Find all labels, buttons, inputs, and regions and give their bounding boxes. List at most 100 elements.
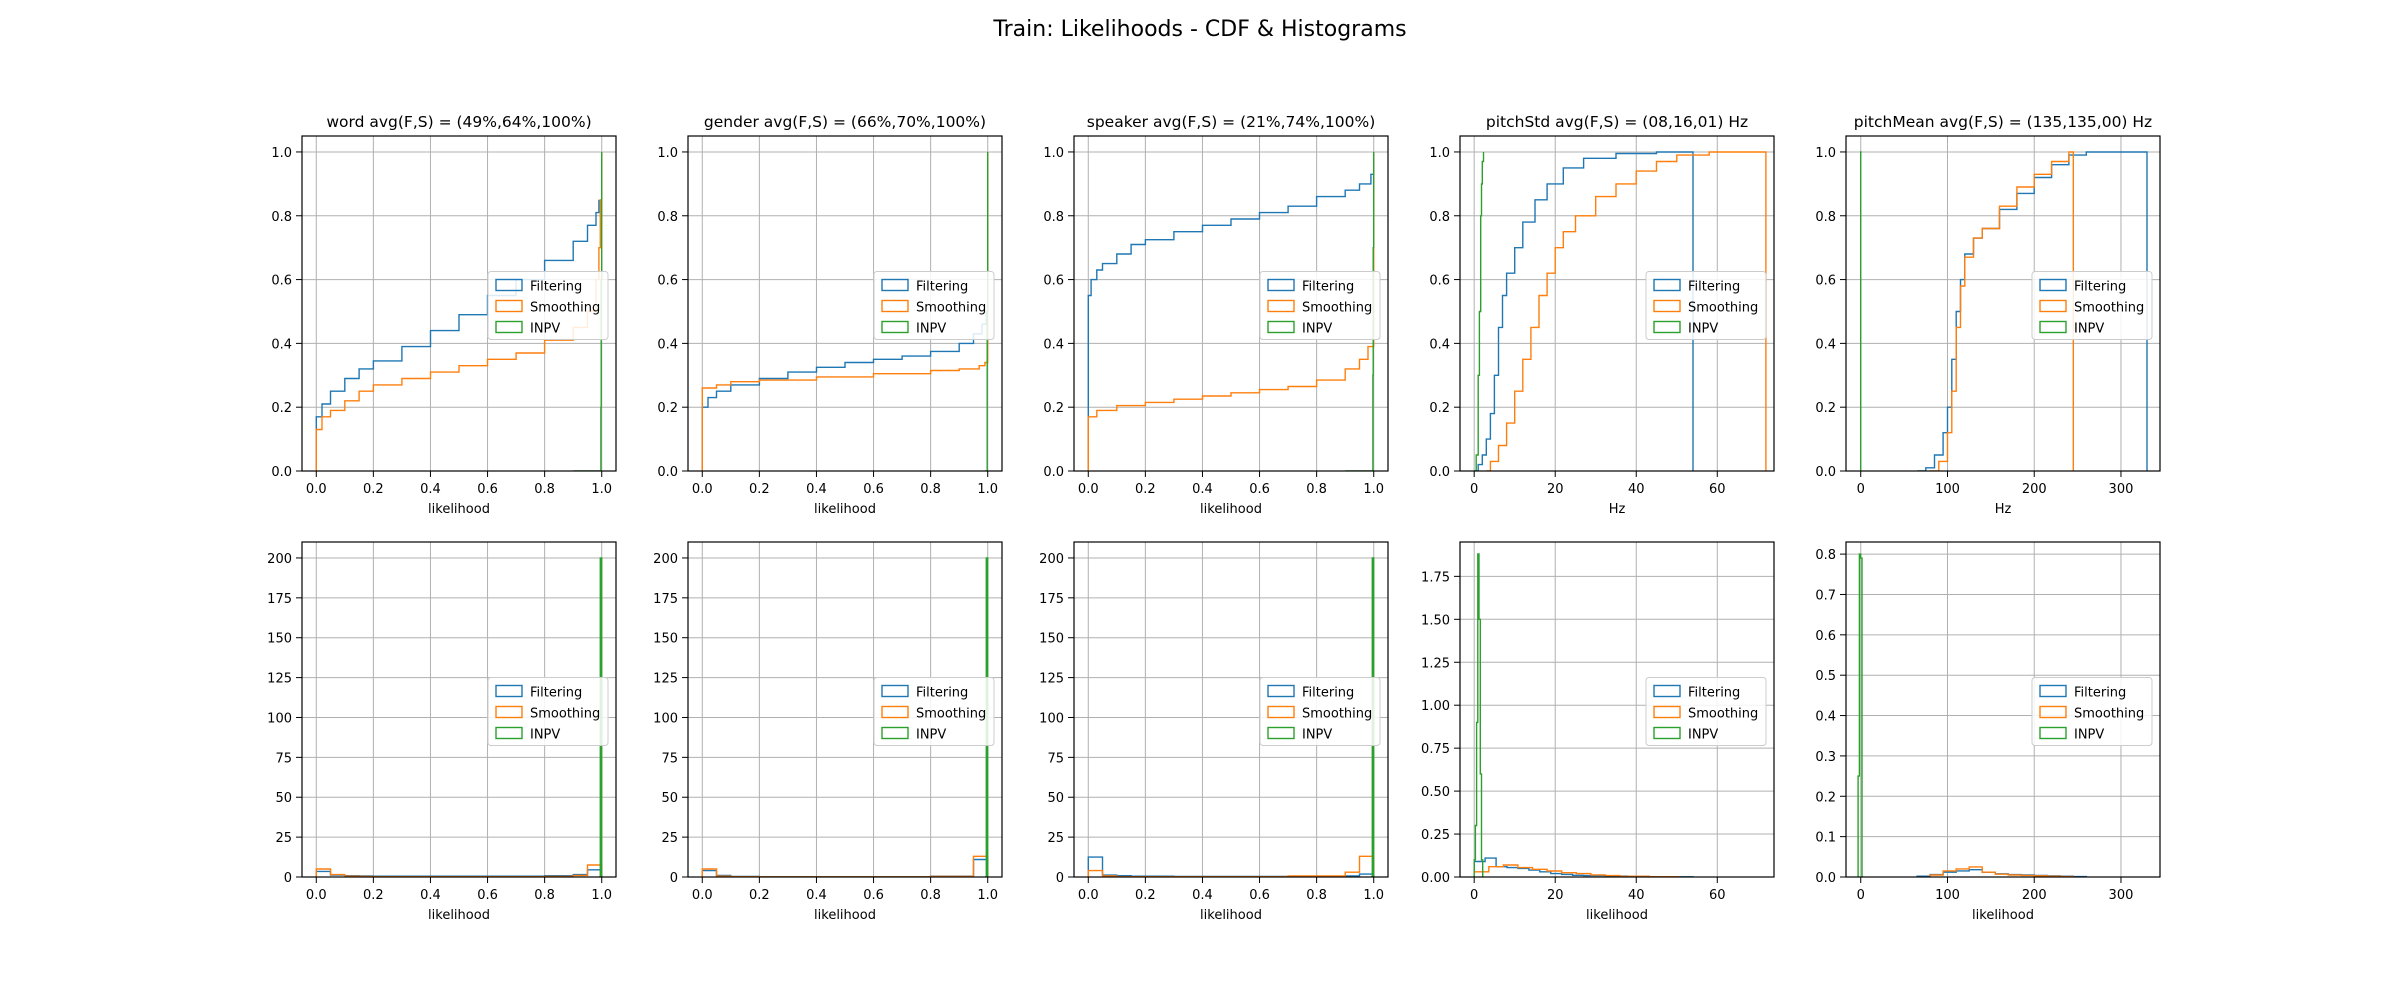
- legend-box: [1645, 271, 1767, 340]
- panel-title: pitchStd avg(F,S) = (08,16,01) Hz: [1486, 113, 1748, 131]
- x-tick-label: 0.8: [920, 888, 941, 903]
- legend-label-inpv: INPV: [1688, 728, 1718, 743]
- y-tick-label: 0.6: [271, 274, 292, 289]
- legend-swatch-inpv: [1653, 320, 1681, 334]
- legend-label-inpv: INPV: [2074, 728, 2104, 743]
- legend-swatch-filtering: [1653, 684, 1681, 698]
- y-tick-label: 0.4: [1429, 337, 1450, 352]
- y-tick-label: 50: [1047, 791, 1064, 806]
- legend: Filtering Smoothing INPV: [2031, 677, 2153, 746]
- x-tick-label: 0: [1857, 888, 1865, 903]
- legend-swatch-inpv: [1267, 320, 1295, 334]
- x-tick-label: 0.0: [1078, 888, 1099, 903]
- legend-swatch-inpv: [881, 320, 909, 334]
- y-tick-label: 0.25: [1421, 828, 1450, 843]
- y-tick-label: 1.0: [1815, 146, 1836, 161]
- x-tick-label: 1.0: [1363, 482, 1384, 497]
- y-tick-label: 50: [661, 791, 678, 806]
- x-tick-label: 0.6: [1249, 482, 1270, 497]
- x-tick-label: 40: [1628, 888, 1645, 903]
- legend-label-inpv: INPV: [530, 322, 560, 337]
- y-tick-label: 0.0: [1815, 871, 1836, 886]
- y-tick-label: 0.4: [271, 337, 292, 352]
- y-tick-label: 0.6: [1429, 274, 1450, 289]
- x-tick-label: 0: [1857, 482, 1865, 497]
- legend-box: [873, 677, 995, 746]
- y-tick-label: 0.4: [1815, 710, 1836, 725]
- legend-swatch-smoothing: [1267, 299, 1295, 313]
- x-tick-label: 300: [2109, 888, 2134, 903]
- y-tick-label: 75: [661, 751, 678, 766]
- plot-frame: [1073, 541, 1389, 878]
- y-tick-label: 0.6: [1815, 629, 1836, 644]
- y-tick-label: 200: [267, 552, 292, 567]
- x-axis-label: Hz: [1995, 502, 2012, 517]
- series-line-smoothing: [1930, 151, 2074, 471]
- y-tick-label: 1.00: [1421, 699, 1450, 714]
- y-tick-label: 0: [284, 871, 292, 886]
- x-tick-label: 0.2: [1135, 482, 1156, 497]
- x-tick-label: 20: [1547, 888, 1564, 903]
- y-tick-label: 0.2: [1815, 790, 1836, 805]
- x-tick-label: 0.2: [363, 482, 384, 497]
- chart-panel-cdf-pitchMean: 0 100 200 300 0.0 0.2 0.4 0.6 0.8 1.0 Hz pitchMean …: [1815, 113, 2161, 517]
- series-line-inpv: [1345, 152, 1375, 471]
- x-tick-label: 0.8: [534, 482, 555, 497]
- legend-label-filtering: Filtering: [530, 280, 582, 295]
- y-tick-label: 200: [653, 552, 678, 567]
- plot-frame: [301, 135, 617, 472]
- legend: Filtering Smoothing INPV: [487, 677, 609, 746]
- y-tick-label: 0.6: [1815, 274, 1836, 289]
- legend-label-filtering: Filtering: [2074, 280, 2126, 295]
- legend-label-filtering: Filtering: [1302, 686, 1354, 701]
- x-tick-label: 1.0: [977, 482, 998, 497]
- x-tick-label: 0.6: [863, 482, 884, 497]
- chart-panel-hist-pitchStd: 0 20 40 60 0.00 0.25 0.50 0.75 1.00 1.25 1.50 1.75 l…: [1421, 541, 1775, 923]
- y-tick-label: 0.0: [1043, 465, 1064, 480]
- x-tick-label: 0.0: [1078, 482, 1099, 497]
- x-tick-label: 0.2: [1135, 888, 1156, 903]
- x-tick-label: 300: [2109, 482, 2134, 497]
- legend: Filtering Smoothing INPV: [1645, 677, 1767, 746]
- legend-box: [2031, 271, 2153, 340]
- legend-swatch-filtering: [2039, 278, 2067, 292]
- legend-label-smoothing: Smoothing: [916, 707, 986, 722]
- legend-swatch-smoothing: [2039, 705, 2067, 719]
- y-tick-label: 100: [1039, 711, 1064, 726]
- legend-swatch-filtering: [881, 278, 909, 292]
- x-tick-label: 60: [1709, 482, 1726, 497]
- legend-box: [1259, 271, 1381, 340]
- series-line-smoothing: [1929, 866, 2074, 877]
- x-axis-label: likelihood: [814, 908, 876, 923]
- y-tick-label: 0.75: [1421, 742, 1450, 757]
- series-group: [1860, 151, 2148, 471]
- panel-title: gender avg(F,S) = (66%,70%,100%): [704, 113, 986, 131]
- legend-label-smoothing: Smoothing: [2074, 301, 2144, 316]
- legend-swatch-filtering: [495, 278, 523, 292]
- y-tick-label: 75: [275, 751, 292, 766]
- chart-panel-hist-word: 0.0 0.2 0.4 0.6 0.8 1.0 0 25 50 75 100 125 150 175 200…: [267, 541, 617, 923]
- x-tick-label: 200: [2022, 482, 2047, 497]
- x-tick-label: 1.0: [977, 888, 998, 903]
- x-tick-label: 0.0: [692, 482, 713, 497]
- series-line-filtering: [1474, 151, 1694, 471]
- legend-label-inpv: INPV: [2074, 322, 2104, 337]
- y-tick-label: 0.2: [271, 401, 292, 416]
- legend-swatch-inpv: [1653, 726, 1681, 740]
- series-group: [1857, 553, 2087, 877]
- legend-swatch-inpv: [2039, 726, 2067, 740]
- legend-swatch-filtering: [1267, 278, 1295, 292]
- y-tick-label: 0.4: [1815, 337, 1836, 352]
- legend-label-smoothing: Smoothing: [1302, 301, 1372, 316]
- x-tick-label: 0.0: [692, 888, 713, 903]
- series-group: [1087, 152, 1375, 471]
- legend-label-filtering: Filtering: [1688, 686, 1740, 701]
- series-line-inpv: [1473, 553, 1484, 877]
- y-tick-label: 0.4: [1043, 337, 1064, 352]
- legend-label-inpv: INPV: [916, 322, 946, 337]
- legend-label-smoothing: Smoothing: [916, 301, 986, 316]
- y-tick-label: 25: [661, 831, 678, 846]
- y-tick-label: 0.0: [1429, 465, 1450, 480]
- y-tick-label: 0.8: [657, 210, 678, 225]
